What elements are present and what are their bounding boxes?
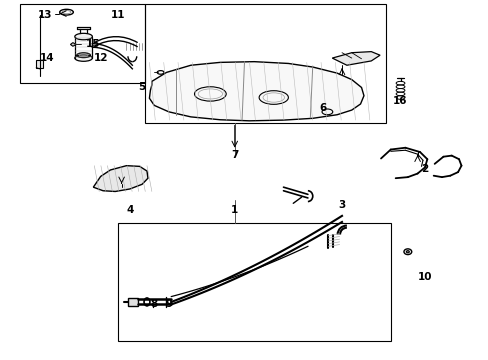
Text: 7: 7	[231, 150, 238, 160]
Polygon shape	[70, 42, 76, 46]
Text: 1: 1	[231, 206, 238, 216]
Text: 12: 12	[93, 53, 108, 63]
Polygon shape	[149, 62, 363, 121]
Text: 3: 3	[338, 200, 345, 210]
Bar	[36, 60, 43, 68]
Text: 13: 13	[37, 10, 52, 20]
Ellipse shape	[75, 55, 92, 61]
Text: 10: 10	[417, 272, 431, 282]
Bar	[128, 298, 138, 306]
Polygon shape	[93, 166, 148, 192]
Bar	[144, 4, 385, 123]
Text: 11: 11	[110, 10, 125, 20]
Bar	[118, 223, 390, 341]
Text: 2: 2	[421, 164, 427, 174]
Text: 14: 14	[40, 53, 54, 63]
Bar	[20, 4, 144, 83]
Polygon shape	[331, 51, 379, 65]
Text: 6: 6	[318, 103, 325, 113]
Text: 9: 9	[165, 299, 172, 309]
Text: 4: 4	[126, 206, 133, 216]
Text: 16: 16	[392, 96, 407, 106]
Text: 15: 15	[86, 39, 101, 49]
Ellipse shape	[406, 251, 408, 253]
Ellipse shape	[75, 33, 92, 40]
Text: 5: 5	[138, 82, 145, 92]
Text: 8: 8	[150, 299, 158, 309]
Ellipse shape	[403, 249, 411, 255]
